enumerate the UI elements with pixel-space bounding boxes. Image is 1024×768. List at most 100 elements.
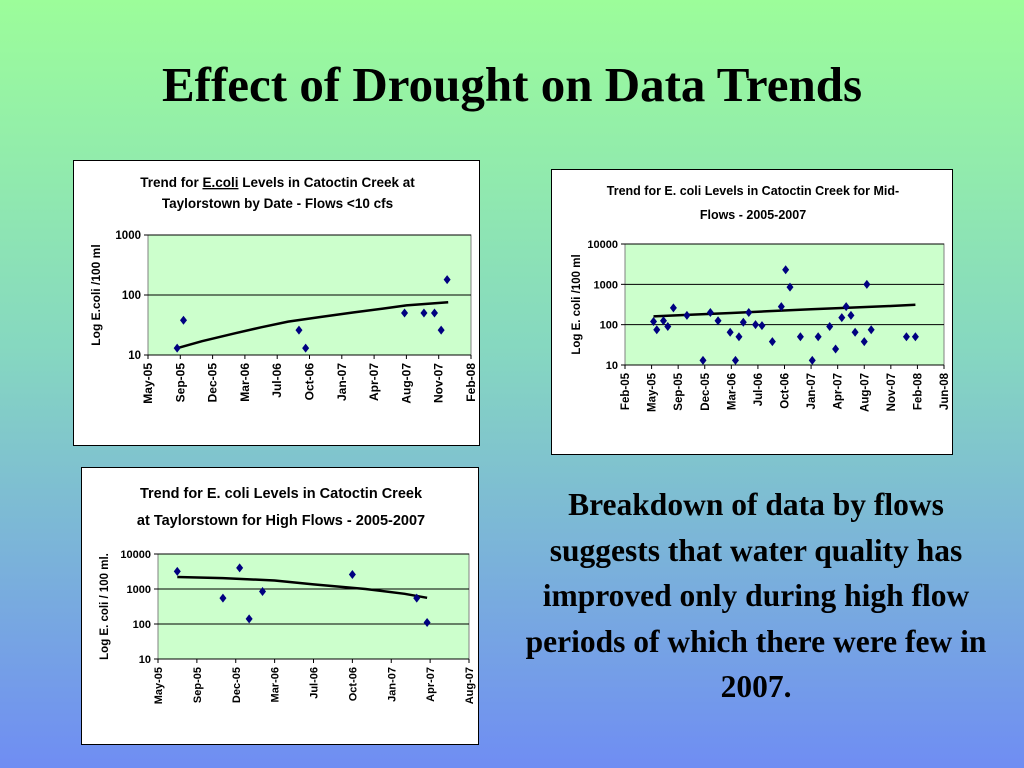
data-point: [173, 566, 181, 576]
data-point: [758, 321, 766, 331]
data-point: [714, 316, 722, 326]
data-point: [236, 563, 244, 573]
data-point: [653, 325, 661, 335]
x-tick-label: Oct-06: [347, 667, 359, 701]
data-point: [401, 308, 409, 318]
data-point: [832, 344, 840, 354]
data-point: [851, 327, 859, 337]
x-tick-label: Apr-07: [425, 667, 437, 702]
x-tick-label: Oct-06: [303, 363, 317, 401]
x-tick-label: Feb-08: [464, 363, 478, 402]
data-point: [826, 322, 834, 332]
x-tick-label: Feb-08: [912, 372, 924, 410]
data-point: [430, 308, 438, 318]
data-point: [699, 355, 707, 365]
x-tick-label: Jan-07: [806, 373, 818, 409]
chart-high-flows-svg: Trend for E. coli Levels in Catoctin Cre…: [99, 486, 476, 704]
data-point: [847, 310, 855, 320]
chart-title-part: Trend for E. coli Levels in Catoctin Cre…: [607, 184, 899, 198]
x-tick-label: May-05: [647, 372, 659, 412]
x-tick-label: Jan-07: [335, 363, 349, 401]
data-point: [782, 265, 790, 275]
data-point: [860, 337, 868, 347]
data-point: [423, 618, 431, 628]
y-axis-label: Log E. coli /100 ml: [571, 254, 583, 354]
chart-title-underlined: E.coli: [202, 175, 238, 190]
data-point: [295, 325, 303, 335]
x-tick-label: Aug-07: [464, 667, 476, 704]
y-tick-label: 1000: [594, 279, 618, 291]
x-tick-label: Nov-07: [886, 373, 898, 411]
chart-low-flows: Trend for E.coli Levels in Catoctin Cree…: [73, 160, 480, 446]
x-tick-label: Dec-05: [231, 667, 243, 703]
x-tick-label: Feb-05: [620, 372, 632, 410]
data-point: [752, 320, 760, 330]
x-tick-label: Dec-05: [700, 372, 712, 410]
data-point: [348, 569, 356, 579]
data-point: [726, 327, 734, 337]
data-point: [664, 322, 672, 332]
x-tick-label: May-05: [153, 667, 165, 704]
data-point: [420, 308, 428, 318]
x-tick-label: Jun-08: [939, 372, 951, 410]
y-tick-label: 1000: [127, 584, 151, 596]
y-axis-label: Log E. coli / 100 ml.: [99, 553, 111, 660]
chart-title-line-2: Taylorstown by Date - Flows <10 cfs: [162, 196, 393, 211]
data-point: [659, 316, 667, 326]
slide-caption: Breakdown of data by flows suggests that…: [525, 487, 987, 704]
data-point: [842, 302, 850, 312]
x-tick-label: Oct-06: [780, 373, 792, 409]
data-point: [669, 303, 677, 313]
chart-mid-flows-svg: Trend for E. coli Levels in Catoctin Cre…: [571, 184, 951, 412]
data-point: [745, 308, 753, 318]
x-tick-label: Jan-07: [386, 667, 398, 702]
x-tick-label: Dec-05: [206, 363, 220, 403]
y-tick-label: 10: [606, 360, 618, 372]
chart-title-line-2: Flows - 2005-2007: [700, 208, 806, 222]
y-axis-label: Log E.coli /100 ml: [89, 244, 103, 345]
x-tick-label: Mar-06: [270, 667, 282, 702]
trendline: [653, 303, 916, 318]
chart-title-part: Trend for E. coli Levels in Catoctin Cre…: [140, 486, 423, 502]
x-tick-label: Jul-06: [309, 667, 321, 699]
data-point: [245, 614, 253, 624]
trendline: [176, 300, 449, 350]
data-point: [808, 355, 816, 365]
chart-title-part: Levels in Catoctin Creek at: [238, 175, 415, 190]
data-point: [911, 332, 919, 342]
x-tick-label: Sep-05: [173, 363, 187, 403]
x-tick-label: Sep-05: [192, 667, 204, 703]
trendline: [177, 575, 428, 600]
x-tick-label: Nov-07: [432, 363, 446, 403]
chart-high-flows: Trend for E. coli Levels in Catoctin Cre…: [81, 467, 479, 745]
data-point: [731, 355, 739, 365]
data-point: [443, 275, 451, 285]
x-tick-label: Sep-05: [673, 372, 685, 410]
x-tick-label: Aug-07: [399, 363, 413, 404]
data-point: [814, 332, 822, 342]
x-tick-label: Apr-07: [833, 373, 845, 409]
data-point: [413, 593, 421, 603]
chart-title: Trend for E. coli Levels in Catoctin Cre…: [140, 486, 423, 502]
data-point: [437, 325, 445, 335]
data-point: [786, 282, 794, 292]
plot-area: [157, 553, 470, 660]
data-point: [650, 316, 658, 326]
data-point: [259, 586, 267, 596]
data-point: [739, 317, 747, 327]
chart-title-line-2: at Taylorstown for High Flows - 2005-200…: [137, 513, 425, 529]
y-tick-label: 10: [139, 654, 151, 666]
y-tick-label: 100: [133, 619, 151, 631]
y-tick-label: 10000: [587, 239, 618, 251]
chart-title-part: Trend for: [140, 175, 202, 190]
data-point: [706, 308, 714, 318]
data-point: [179, 315, 187, 325]
x-tick-label: Mar-06: [238, 363, 252, 402]
x-tick-label: Jul-06: [753, 373, 765, 406]
data-point: [768, 337, 776, 347]
data-point: [735, 332, 743, 342]
data-point: [173, 343, 181, 353]
x-tick-label: Jul-06: [270, 363, 284, 398]
data-point: [838, 313, 846, 323]
x-tick-label: Aug-07: [859, 373, 871, 412]
